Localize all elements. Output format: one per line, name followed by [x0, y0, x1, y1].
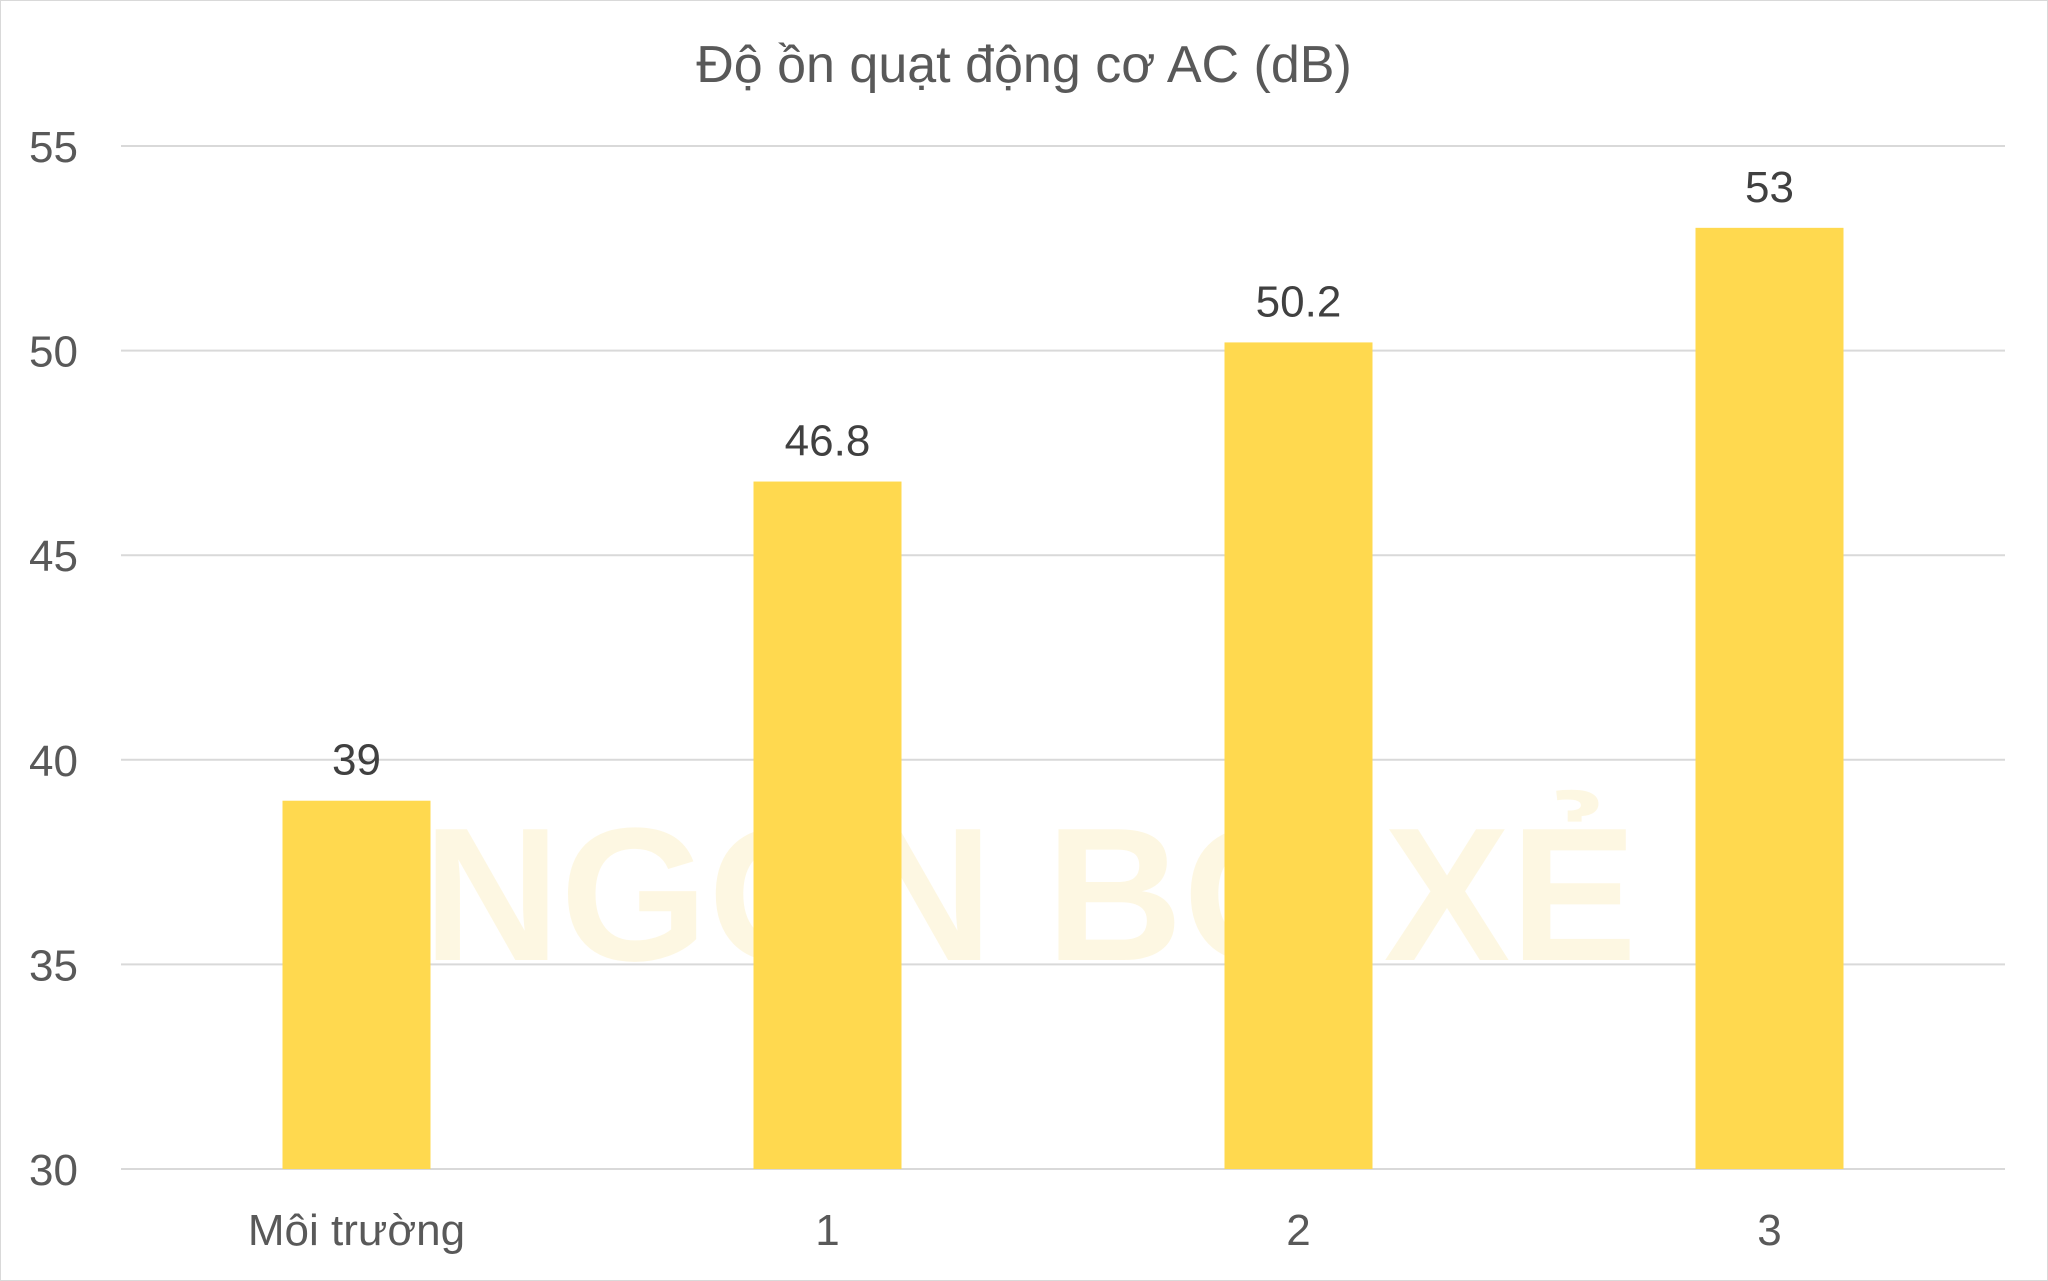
y-tick-label: 35 — [29, 941, 78, 990]
bar — [1224, 342, 1373, 1169]
x-tick-label: 1 — [815, 1206, 839, 1255]
data-label: 53 — [1745, 163, 1794, 212]
y-tick-label: 45 — [29, 532, 78, 581]
chart-title: Độ ồn quạt động cơ AC (dB) — [696, 36, 1352, 94]
y-tick-label: 50 — [29, 328, 78, 377]
y-tick-label: 55 — [29, 123, 78, 172]
bar — [282, 800, 431, 1169]
bar — [1695, 227, 1844, 1170]
data-label: 46.8 — [785, 417, 871, 466]
x-tick-label: 3 — [1757, 1206, 1781, 1255]
bar — [753, 481, 902, 1169]
x-tick-label: Môi trường — [248, 1206, 465, 1255]
x-tick-label: 2 — [1286, 1206, 1310, 1255]
data-label: 39 — [332, 736, 381, 785]
y-tick-label: 30 — [29, 1146, 78, 1195]
data-label: 50.2 — [1256, 277, 1342, 326]
watermark-logo: NGON BỔ XẺ — [423, 789, 1637, 1001]
y-tick-label: 40 — [29, 737, 78, 786]
